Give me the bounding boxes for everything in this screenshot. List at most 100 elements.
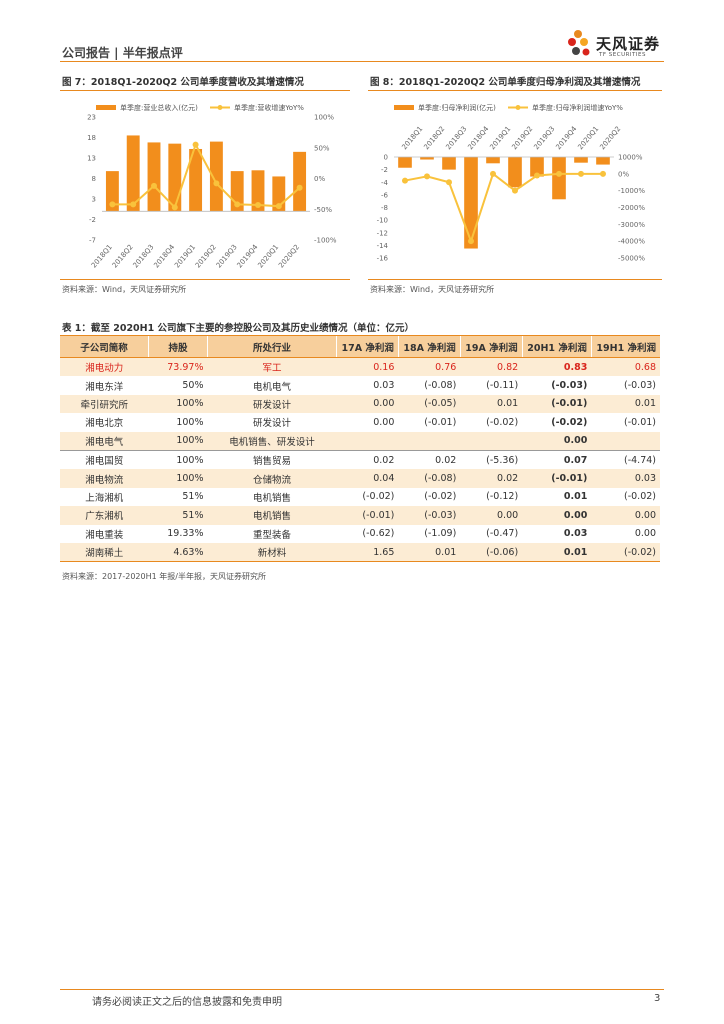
fig8-growth-point	[446, 179, 452, 186]
fig8-left-tick-label: -16	[377, 255, 389, 263]
fig8-category-label: 2019Q2	[510, 125, 534, 151]
table-cell: (-0.03)	[624, 380, 656, 392]
fig8-category-label: 2018Q1	[400, 125, 424, 151]
fig8-growth-point	[424, 173, 430, 180]
fig8-category-label: 2020Q2	[598, 125, 622, 151]
table-cell: 研发设计	[207, 394, 337, 414]
table-cell: 1.65	[336, 542, 399, 563]
table-cell	[591, 431, 660, 451]
fig7-legend-bar-swatch	[96, 105, 116, 110]
table-cell: 100%	[176, 454, 204, 466]
header-cell: 子公司简称	[60, 335, 149, 358]
table-cell: 73.97%	[148, 357, 208, 377]
table-cell: (-0.01)	[424, 416, 457, 428]
fig7-legend-line-marker	[217, 105, 223, 110]
table-cell: (-0.02)	[624, 491, 656, 503]
table-cell: (-1.09)	[424, 528, 457, 540]
fig7-bar	[293, 151, 307, 212]
fig7-left-tick-label: 23	[87, 114, 96, 122]
table-cell: 牵引研究所	[60, 394, 149, 414]
table-row: 湘电重装 19.33% 重型装备 (-0.62) (-1.09) (-0.47) 0.03 0…	[60, 525, 660, 543]
fig8-growth-point	[402, 177, 408, 184]
table-cell: (-0.02)	[486, 416, 519, 428]
figure8-chart: 单季度:归母净利润(亿元) 单季度:归母净利润增速YoY% 0 -2 -4 -6 -8 -10…	[377, 103, 646, 263]
table-cell: 湘电电气	[60, 431, 149, 451]
fig7-bar	[147, 142, 161, 212]
fig8-bar	[420, 157, 434, 160]
table-cell: (-5.36)	[486, 454, 519, 466]
table-cell: 0.01	[591, 394, 660, 414]
table-cell: 0.04	[336, 469, 399, 488]
fig7-category-label: 2019Q3	[215, 243, 239, 269]
table-cell: (-0.12)	[486, 491, 519, 503]
fig7-bar	[126, 135, 140, 212]
fig8-legend-line-marker	[515, 105, 521, 110]
fig7-legend-bar-label: 单季度:营业总收入(亿元)	[120, 103, 198, 112]
fig8-right-tick-label: 0%	[618, 170, 629, 178]
table-cell: (-0.06)	[460, 542, 523, 563]
fig8-bar	[508, 157, 522, 188]
table-cell: (-0.01)	[522, 469, 592, 488]
table-cell: 湘电东洋	[85, 381, 124, 393]
fig7-growth-point	[234, 201, 241, 208]
table-cell: 0.83	[522, 357, 592, 377]
fig8-left-tick-label: -12	[377, 229, 388, 237]
header-cell: 19A 净利润	[459, 335, 523, 358]
table-cell: 100%	[148, 394, 208, 414]
table-cell: 0.16	[336, 357, 399, 377]
table-cell: (-0.02)	[591, 542, 660, 563]
fig7-left-tick-label: -2	[89, 216, 96, 224]
table-cell: 重型装备	[252, 529, 291, 541]
fig7-right-tick-label: 0%	[314, 175, 325, 183]
fig8-category-label: 2019Q3	[532, 125, 556, 151]
fig7-left-tick-label: 18	[87, 134, 96, 142]
fig7-bar	[105, 171, 119, 212]
fig8-left-tick-label: -14	[377, 242, 389, 250]
table-cell: 0.02	[460, 469, 523, 488]
table-row: 广东湘机 51% 电机销售 (-0.01) (-0.03) 0.00 0.00 0.00	[60, 506, 660, 525]
header-cell: 持股	[148, 335, 208, 358]
flower-logo-icon	[568, 30, 590, 56]
table-cell: 4.63%	[148, 542, 208, 563]
fig8-left-tick-label: -8	[381, 204, 388, 212]
table-cell: 51%	[182, 491, 204, 503]
table-cell: 0.00	[373, 416, 395, 428]
figure8-rule	[368, 90, 662, 91]
table-cell: 销售贸易	[252, 456, 291, 468]
table-header-row: 子公司简称 持股 所处行业 17A 净利润 18A 净利润 19A 净利润 20…	[60, 335, 660, 358]
fig7-bar	[209, 141, 223, 212]
table-cell: 电机销售、研发设计	[207, 431, 337, 451]
table-cell: 电机销售	[252, 492, 291, 504]
table-cell: 0.02	[435, 454, 457, 466]
fig7-growth-point	[275, 203, 282, 210]
fig8-left-tick-label: -4	[381, 179, 389, 187]
header-cell: 所处行业	[207, 335, 337, 358]
figure8-title: 图 8：2018Q1-2020Q2 公司单季度归母净利润及其增速情况	[370, 77, 641, 88]
fig8-left-tick-label: 0	[384, 154, 388, 162]
fig7-growth-point	[296, 184, 303, 191]
fig7-category-label: 2019Q2	[194, 243, 218, 269]
table-cell: (-0.02)	[551, 416, 588, 428]
table-cell	[336, 431, 399, 451]
table-cell: 0.01	[522, 542, 592, 563]
table-cell: 100%	[148, 469, 208, 488]
figure7-chart: 单季度:营业总收入(亿元) 单季度:营收增速YoY% -7 -2 3 8 13 18 23 100…	[87, 103, 337, 270]
fig8-right-tick-label: 1000%	[618, 154, 643, 162]
table-cell: 湘电国贸	[85, 456, 124, 468]
table1-source: 资料来源：2017-2020H1 年报/半年报，天风证券研究所	[62, 572, 266, 581]
table-cell: (-0.02)	[362, 491, 395, 503]
table-cell: 上海湘机	[85, 492, 124, 504]
table-cell: 0.01	[398, 542, 461, 563]
table-cell: (-0.02)	[424, 491, 457, 503]
footer-disclaimer: 请务必阅读正文之后的信息披露和免责申明	[92, 997, 282, 1008]
table-cell: (-0.08)	[398, 469, 461, 488]
fig7-category-label: 2018Q1	[90, 243, 114, 269]
fig7-right-tick-label: -50%	[314, 206, 332, 214]
fig8-legend-bar-label: 单季度:归母净利润(亿元)	[418, 103, 496, 112]
fig8-category-label: 2020Q1	[576, 125, 600, 151]
fig8-growth-point	[490, 170, 496, 177]
table-cell: 0.03	[591, 469, 660, 488]
table-cell: 100%	[176, 416, 204, 428]
logo-subtext: TF SECURITIES	[599, 52, 646, 58]
fig7-right-tick-label: 50%	[314, 144, 330, 152]
